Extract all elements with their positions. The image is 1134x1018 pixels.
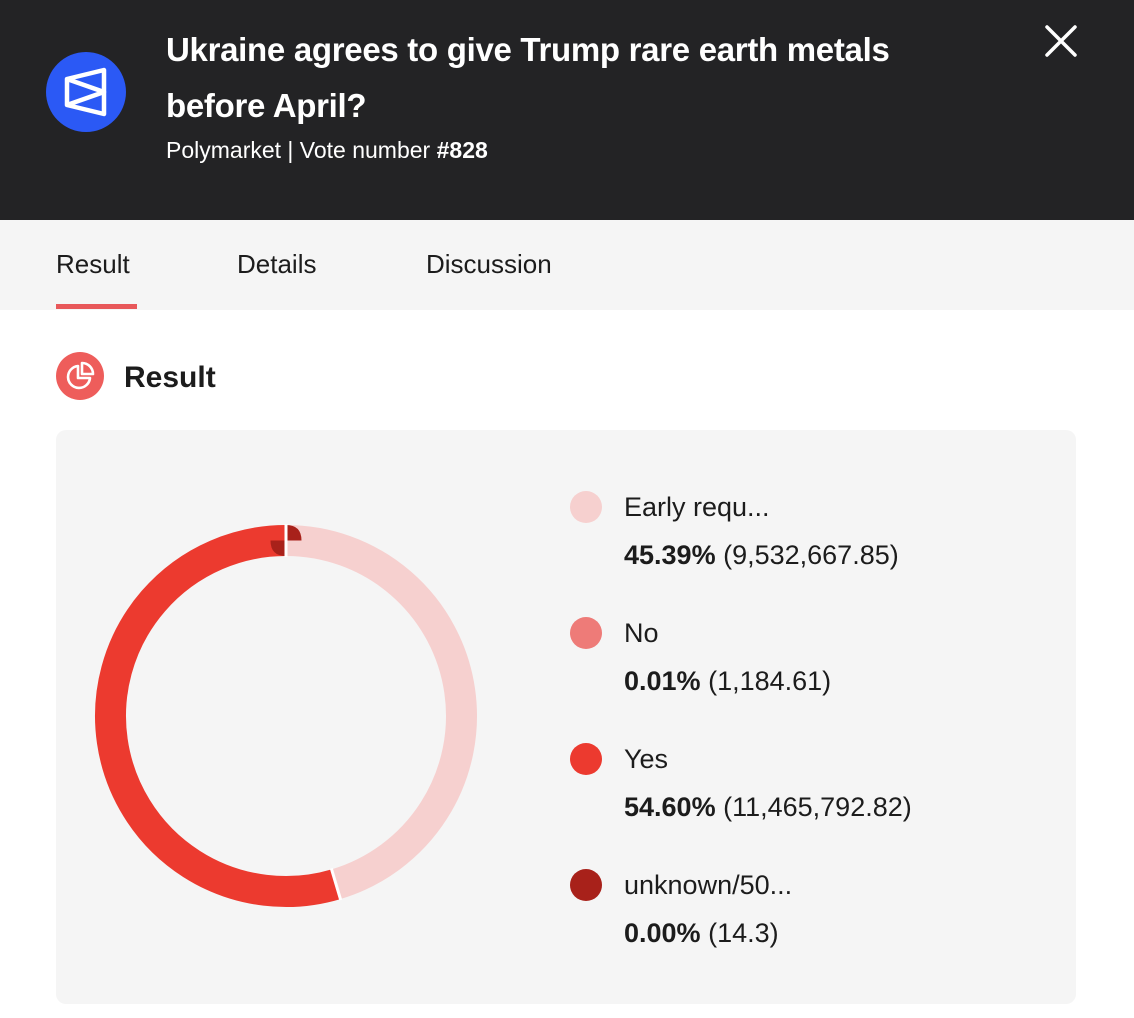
- legend-item-unknown: unknown/50... 0.00% (14.3): [570, 868, 1050, 968]
- legend-value: 54.60% (11,465,792.82): [624, 790, 912, 824]
- legend-value: 0.01% (1,184.61): [624, 664, 831, 698]
- legend-amount: (14.3): [708, 918, 779, 948]
- legend-dot: [570, 869, 602, 901]
- polymarket-logo-icon: [46, 52, 126, 132]
- pie-chart-icon: [56, 352, 104, 400]
- market-title: Ukraine agrees to give Trump rare earth …: [166, 31, 890, 124]
- legend-dot: [570, 617, 602, 649]
- legend-label: unknown/50...: [624, 870, 793, 900]
- vote-header: Ukraine agrees to give Trump rare earth …: [0, 0, 1134, 220]
- legend-item-yes: Yes 54.60% (11,465,792.82): [570, 742, 1050, 842]
- legend-item-early-request: Early requ... 45.39% (9,532,667.85): [570, 490, 1050, 590]
- legend-dot: [570, 491, 602, 523]
- legend-amount: (1,184.61): [708, 666, 832, 696]
- vote-number: #828: [436, 137, 488, 163]
- legend-value: 45.39% (9,532,667.85): [624, 538, 899, 572]
- legend-item-no: No 0.01% (1,184.61): [570, 616, 1050, 716]
- tab-bar: Result Details Discussion: [0, 220, 1134, 310]
- legend-amount: (9,532,667.85): [723, 540, 899, 570]
- tab-result[interactable]: Result: [56, 249, 130, 279]
- result-donut-chart: [95, 524, 477, 907]
- subtitle-source: Polymarket | Vote number: [166, 137, 437, 163]
- legend-percent: 54.60%: [624, 792, 716, 822]
- active-tab-indicator: [56, 304, 137, 309]
- legend-label: Yes: [624, 744, 669, 774]
- legend-percent: 45.39%: [624, 540, 716, 570]
- result-card: [56, 430, 1076, 1004]
- legend-value: 0.00% (14.3): [624, 916, 779, 950]
- donut-slice-early-request[interactable]: [285, 525, 477, 900]
- tab-details[interactable]: Details: [237, 249, 317, 279]
- close-icon: [1045, 25, 1077, 57]
- market-subtitle: Polymarket | Vote number #828: [166, 135, 488, 165]
- donut-slice-separator: [329, 867, 343, 901]
- donut-slice-yes[interactable]: [95, 525, 341, 907]
- tab-discussion[interactable]: Discussion: [426, 249, 552, 279]
- legend-label: No: [624, 618, 659, 648]
- legend-percent: 0.01%: [624, 666, 701, 696]
- legend-amount: (11,465,792.82): [723, 792, 912, 822]
- section-title: Result: [124, 361, 216, 394]
- legend-label: Early requ...: [624, 492, 770, 522]
- legend-percent: 0.00%: [624, 918, 701, 948]
- close-button[interactable]: [1040, 20, 1082, 62]
- legend-dot: [570, 743, 602, 775]
